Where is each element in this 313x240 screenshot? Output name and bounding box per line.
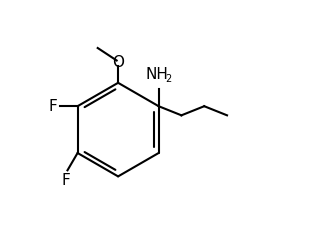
- Text: F: F: [49, 99, 57, 114]
- Text: 2: 2: [165, 74, 172, 84]
- Text: NH: NH: [146, 67, 169, 82]
- Text: F: F: [61, 173, 70, 188]
- Text: O: O: [112, 55, 124, 70]
